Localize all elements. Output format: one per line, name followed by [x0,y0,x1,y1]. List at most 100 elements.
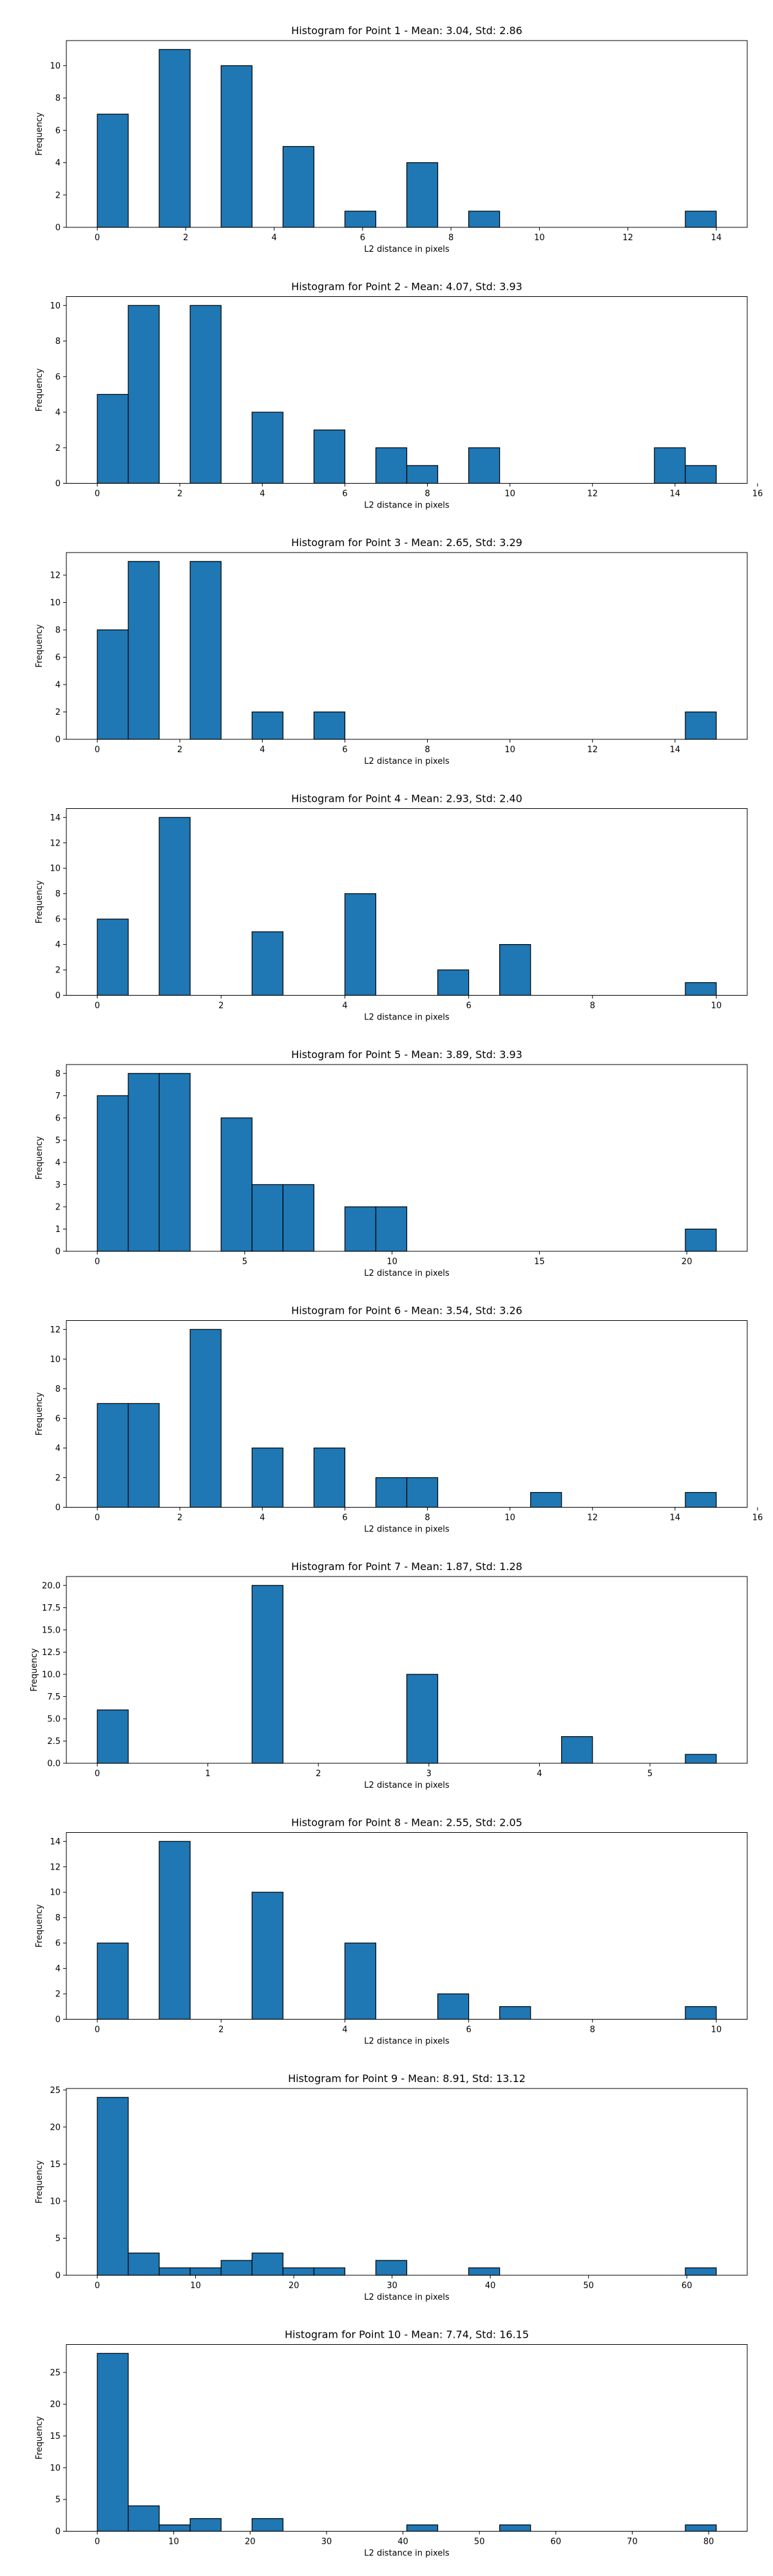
histogram-bar [685,2006,717,2020]
histogram-bar [344,1942,377,2020]
histogram-bar [344,1206,377,1252]
panel-title: Histogram for Point 9 - Mean: 8.91, Std:… [288,2072,526,2085]
histogram-bar [406,1477,439,1508]
histogram-bar [530,1492,562,1508]
y-tick-label: 2 [55,191,61,200]
panel-title: Histogram for Point 7 - Mean: 1.87, Std:… [291,1560,522,1573]
y-tick-label: 3 [55,1180,61,1190]
panel-title: Histogram for Point 1 - Mean: 3.04, Std:… [291,24,522,37]
y-tick-label: 2 [55,444,61,453]
histogram-bar [251,2252,283,2276]
x-tick-label: 20 [682,1257,692,1267]
x-tick-label: 10 [504,745,515,755]
x-tick-label: 0 [95,2537,100,2547]
x-tick-label: 14 [670,489,681,499]
histogram-bar [468,2267,501,2276]
histogram-bar [251,1585,283,1764]
x-tick-label: 8 [590,2025,595,2035]
x-axis-label: L2 distance in pixels [364,2037,450,2047]
x-tick-label: 15 [534,1257,545,1267]
histogram-panel: Histogram for Point 7 - Mean: 1.87, Std:… [30,1560,748,1790]
histogram-bar [406,162,439,228]
x-tick-label: 0 [95,745,100,755]
histogram-panel: Histogram for Point 2 - Mean: 4.07, Std:… [35,281,763,511]
histogram-bar [685,1228,717,1252]
x-tick-label: 8 [425,745,430,755]
x-tick-label: 6 [342,1513,347,1523]
x-tick-label: 60 [551,2537,562,2547]
x-tick-label: 14 [670,745,681,755]
histogram-bar [189,2267,222,2276]
histogram-bar [97,629,129,740]
histogram-panel: Histogram for Point 9 - Mean: 8.91, Std:… [35,2072,748,2302]
y-tick-label: 4 [55,408,61,418]
x-tick-label: 6 [466,2025,471,2035]
histogram-bar [499,943,531,996]
x-tick-label: 4 [260,745,265,755]
axes-frame [66,2088,748,2276]
y-tick-label: 6 [55,1414,61,1424]
histogram-bar [406,2524,439,2532]
y-tick-label: 20 [50,2123,61,2132]
histogram-bar [282,2267,314,2276]
x-tick-label: 6 [360,233,365,243]
y-tick-label: 0 [55,991,61,1001]
x-tick-label: 3 [426,1769,432,1779]
histogram-bar [282,1184,314,1252]
panel-title: Histogram for Point 2 - Mean: 4.07, Std:… [291,281,522,293]
histogram-panel: Histogram for Point 6 - Mean: 3.54, Std:… [35,1305,763,1535]
histogram-bar [97,1709,129,1764]
y-tick-label: 10 [50,61,61,71]
histogram-bar [251,412,283,484]
x-tick-label: 8 [425,489,430,499]
y-tick-label: 7 [55,1092,61,1101]
histogram-bar [251,931,283,996]
histogram-bar [128,1403,160,1508]
axes-frame [66,40,748,228]
y-tick-label: 12 [50,571,61,581]
x-axis-label: L2 distance in pixels [364,2293,450,2302]
x-tick-label: 80 [703,2537,714,2547]
y-tick-label: 8 [55,1385,61,1394]
x-axis-label: L2 distance in pixels [364,757,450,766]
histogram-bar [97,1942,129,2020]
y-tick-label: 14 [50,813,61,823]
y-tick-label: 10 [50,1888,61,1898]
histogram-panel: Histogram for Point 4 - Mean: 2.93, Std:… [35,793,748,1023]
y-tick-label: 5 [55,2234,61,2244]
x-tick-label: 2 [177,745,182,755]
histogram-bar [282,146,314,228]
y-tick-label: 8 [55,1069,61,1079]
y-tick-label: 6 [55,372,61,382]
y-tick-label: 4 [55,940,61,950]
x-tick-label: 8 [448,233,453,243]
histogram-bar [437,969,470,996]
histogram-bar [685,1754,717,1764]
y-axis-label: Frequency [35,1136,44,1179]
histogram-bar [128,561,160,740]
histogram-bar [685,2524,717,2532]
histogram-bar [128,305,160,484]
x-tick-label: 0 [95,1001,100,1011]
y-tick-label: 14 [50,1837,61,1847]
histogram-bar [158,1073,191,1252]
y-tick-label: 0 [55,2271,61,2281]
y-tick-label: 8 [55,626,61,636]
x-tick-label: 4 [342,1001,347,1011]
x-tick-label: 1 [205,1769,210,1779]
x-tick-label: 50 [583,2281,594,2291]
x-tick-label: 0 [95,1769,100,1779]
x-tick-label: 2 [177,1513,182,1523]
y-axis-label: Frequency [35,2416,44,2459]
x-axis-label: L2 distance in pixels [364,1525,450,1535]
y-tick-label: 6 [55,1939,61,1949]
histogram-bar [128,1073,160,1252]
x-tick-label: 0 [95,1513,100,1523]
histogram-bar [97,113,129,228]
panel-title: Histogram for Point 6 - Mean: 3.54, Std:… [291,1305,522,1317]
x-tick-label: 10 [534,233,545,243]
histogram-bar [654,447,686,484]
histogram-bar [97,918,129,996]
y-tick-label: 0 [55,2015,61,2025]
x-tick-label: 10 [504,489,515,499]
